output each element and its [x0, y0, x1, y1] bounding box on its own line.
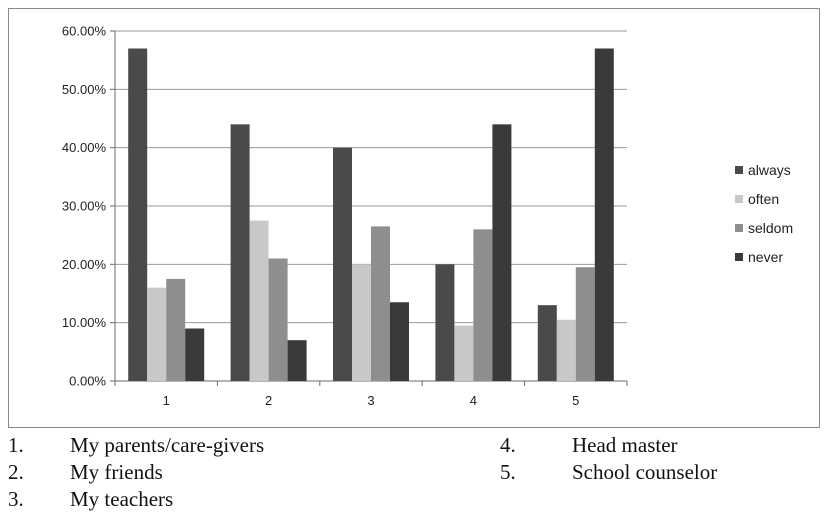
- key-label: Head master: [572, 433, 678, 457]
- bar-seldom-5: [575, 267, 595, 381]
- y-tick-label: 50.00%: [62, 82, 107, 97]
- key-number: 1.: [8, 433, 24, 457]
- key-label: My friends: [70, 460, 163, 484]
- key-number: 4.: [500, 433, 516, 457]
- bar-seldom-1: [166, 278, 186, 381]
- x-tick-label: 2: [265, 393, 272, 408]
- legend-label-often: often: [748, 191, 779, 207]
- legend-swatch-seldom: [735, 224, 743, 232]
- legend-swatch-often: [735, 195, 743, 203]
- x-tick-label: 3: [367, 393, 374, 408]
- bar-never-3: [390, 302, 409, 381]
- bar-seldom-4: [473, 229, 493, 381]
- bar-seldom-2: [268, 258, 288, 381]
- bar-often-4: [454, 325, 474, 381]
- key-item-3: 3. My teachers: [8, 486, 173, 512]
- category-key: 1. My parents/care-givers 2. My friends 3.…: [8, 432, 820, 512]
- key-item-5: 5. School counselor: [500, 459, 717, 485]
- y-tick-label: 40.00%: [62, 140, 107, 155]
- bar-often-1: [147, 287, 167, 381]
- bar-never-5: [594, 48, 614, 381]
- key-item-4: 4. Head master: [500, 432, 678, 458]
- legend-label-always: always: [748, 162, 791, 178]
- y-tick-label: 30.00%: [62, 199, 107, 214]
- bar-often-2: [249, 220, 269, 381]
- bar-never-2: [287, 340, 307, 381]
- key-item-2: 2. My friends: [8, 459, 163, 485]
- bar-always-1: [128, 48, 148, 381]
- key-number: 3.: [8, 487, 24, 511]
- bar-always-3: [333, 147, 352, 381]
- key-label: My teachers: [70, 487, 174, 511]
- x-tick-label: 4: [470, 393, 477, 408]
- bar-always-4: [435, 264, 455, 381]
- y-tick-label: 20.00%: [62, 257, 107, 272]
- legend-label-seldom: seldom: [748, 220, 793, 236]
- bar-seldom-3: [371, 226, 390, 381]
- key-label: School counselor: [572, 460, 718, 484]
- legend-swatch-always: [735, 166, 743, 174]
- bar-chart: 0.00% 10.00% 20.00% 30.00% 40.00% 50.00% 60.00…: [62, 24, 793, 409]
- legend-label-never: never: [748, 249, 783, 265]
- bar-never-4: [492, 124, 512, 381]
- y-tick-label: 60.00%: [62, 24, 107, 39]
- legend-swatch-never: [735, 253, 743, 261]
- key-label: My parents/care-givers: [70, 433, 265, 457]
- key-number: 2.: [8, 460, 24, 484]
- chart-frame: 0.00% 10.00% 20.00% 30.00% 40.00% 50.00% 60.00…: [8, 8, 820, 428]
- bar-never-1: [185, 328, 205, 381]
- bar-always-2: [230, 124, 250, 381]
- y-tick-label: 0.00%: [69, 374, 106, 389]
- key-number: 5.: [500, 460, 516, 484]
- bar-always-5: [537, 305, 557, 381]
- key-item-1: 1. My parents/care-givers: [8, 432, 264, 458]
- y-tick-label: 10.00%: [62, 315, 107, 330]
- x-tick-label: 1: [163, 393, 170, 408]
- bar-often-5: [556, 319, 576, 381]
- bar-often-3: [352, 264, 371, 381]
- x-tick-label: 5: [572, 393, 579, 408]
